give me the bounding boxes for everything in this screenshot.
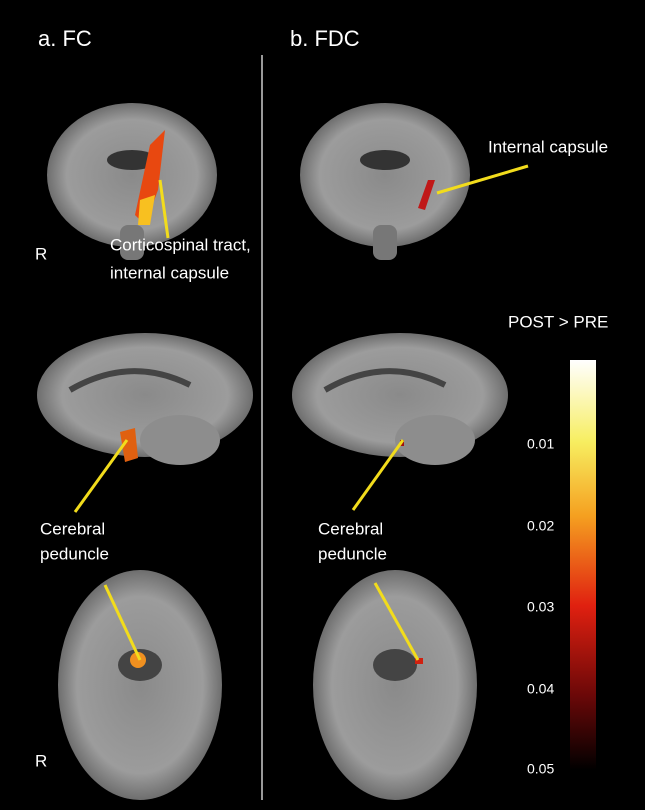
colorbar-tick-label: 0.02 [527, 518, 554, 534]
annotation: Cerebral [318, 519, 383, 538]
colorbar-tick-label: 0.05 [527, 761, 554, 777]
orientation-label: R [35, 751, 47, 770]
annotation: Corticospinal tract, [110, 235, 251, 254]
annotation: peduncle [40, 544, 109, 563]
colorbar-title: POST > PRE [508, 312, 608, 331]
colorbar-tick-label: 0.03 [527, 599, 554, 615]
annotation: internal capsule [110, 263, 229, 282]
panel-title: b. FDC [290, 26, 360, 51]
colorbar-tick-label: 0.04 [527, 681, 554, 697]
figure: a. FC b. FDC R R Corticospinal tra [0, 0, 645, 810]
colorbar-tick-label: 0.01 [527, 436, 554, 452]
annotation: Internal capsule [488, 137, 608, 156]
colorbar [570, 360, 596, 770]
panel-title: a. FC [38, 26, 92, 51]
annotation: Cerebral [40, 519, 105, 538]
orientation-label: R [35, 244, 47, 263]
annotation: peduncle [318, 544, 387, 563]
